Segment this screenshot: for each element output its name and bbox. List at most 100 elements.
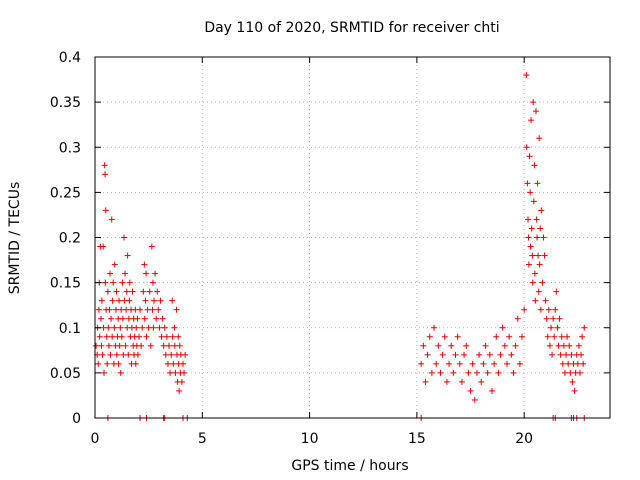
data-point	[533, 216, 540, 223]
data-point	[480, 360, 487, 367]
data-point	[581, 324, 588, 331]
data-point	[542, 297, 549, 304]
data-point	[463, 342, 470, 349]
data-point	[167, 369, 174, 376]
data-point	[531, 162, 538, 169]
data-point	[152, 270, 159, 277]
data-point	[545, 306, 552, 313]
data-point	[540, 234, 547, 241]
data-point	[124, 252, 131, 259]
data-point	[536, 261, 543, 268]
y-tick-label: 0.35	[50, 95, 81, 111]
data-point	[175, 333, 182, 340]
data-point	[108, 216, 115, 223]
data-point	[551, 333, 558, 340]
data-point	[519, 333, 526, 340]
data-point	[537, 306, 544, 313]
data-point	[102, 279, 109, 286]
data-point	[179, 360, 186, 367]
data-point	[446, 360, 453, 367]
y-tick-label: 0.3	[59, 140, 81, 156]
data-point	[104, 360, 111, 367]
data-point	[512, 342, 519, 349]
data-point	[544, 333, 551, 340]
data-point	[478, 378, 485, 385]
data-point	[532, 108, 539, 115]
data-point	[142, 297, 149, 304]
data-point	[504, 360, 510, 367]
data-point	[471, 396, 478, 403]
data-point	[547, 324, 554, 331]
data-point	[467, 387, 474, 394]
data-point	[452, 351, 459, 358]
x-tick-label: 15	[408, 431, 426, 447]
data-point	[538, 207, 545, 214]
data-point	[543, 315, 550, 322]
data-point	[153, 315, 160, 322]
data-point	[506, 333, 513, 340]
data-point	[109, 297, 116, 304]
y-tick-label: 0.4	[59, 50, 81, 66]
data-point	[527, 189, 534, 196]
data-point	[125, 351, 132, 358]
data-point	[578, 351, 585, 358]
data-point	[116, 297, 123, 304]
data-point	[143, 333, 150, 340]
data-point	[169, 333, 176, 340]
data-point	[178, 378, 185, 385]
data-point	[115, 360, 122, 367]
data-point	[148, 243, 155, 250]
data-point	[98, 297, 105, 304]
data-point	[182, 351, 189, 358]
data-point	[101, 369, 108, 376]
data-point	[181, 369, 188, 376]
data-point	[530, 99, 537, 106]
data-point	[486, 351, 493, 358]
y-axis-title: SRMTID / TECUs	[7, 182, 23, 295]
data-point	[465, 369, 472, 376]
data-point	[456, 360, 463, 367]
data-point	[431, 324, 438, 331]
data-point	[508, 351, 515, 358]
data-point	[101, 162, 108, 169]
data-point	[146, 288, 153, 295]
x-tick-label: 0	[91, 431, 100, 447]
data-point	[96, 333, 103, 340]
data-point	[569, 378, 576, 385]
data-point	[443, 378, 450, 385]
data-point	[549, 351, 556, 358]
data-point	[147, 342, 154, 349]
data-point	[567, 369, 574, 376]
data-point	[107, 351, 114, 358]
data-point	[564, 333, 571, 340]
y-tick-label: 0.15	[50, 276, 81, 292]
data-point	[118, 333, 125, 340]
data-point	[424, 351, 431, 358]
data-point	[435, 342, 442, 349]
data-point	[113, 306, 120, 313]
data-point	[534, 234, 541, 241]
data-point	[126, 297, 133, 304]
data-point	[95, 306, 102, 313]
data-point	[428, 369, 435, 376]
data-point	[516, 360, 523, 367]
data-point	[106, 306, 113, 313]
data-point	[528, 117, 535, 124]
data-point	[441, 333, 448, 340]
data-point	[539, 279, 546, 286]
data-point	[102, 171, 109, 178]
data-point	[120, 234, 127, 241]
data-point	[493, 333, 500, 340]
data-point	[173, 306, 180, 313]
data-point	[156, 324, 163, 331]
data-point	[546, 342, 553, 349]
data-point	[141, 261, 148, 268]
data-point	[556, 315, 563, 322]
data-point	[561, 369, 568, 376]
y-tick-labels: 0 0.05 0.1 0.15 0.2 0.25 0.3 0.35 0.4	[50, 50, 81, 427]
x-axis-title: GPS time / hours	[291, 458, 408, 474]
data-point	[433, 360, 440, 367]
data-point	[100, 243, 107, 250]
data-point	[482, 342, 489, 349]
data-point	[437, 369, 444, 376]
